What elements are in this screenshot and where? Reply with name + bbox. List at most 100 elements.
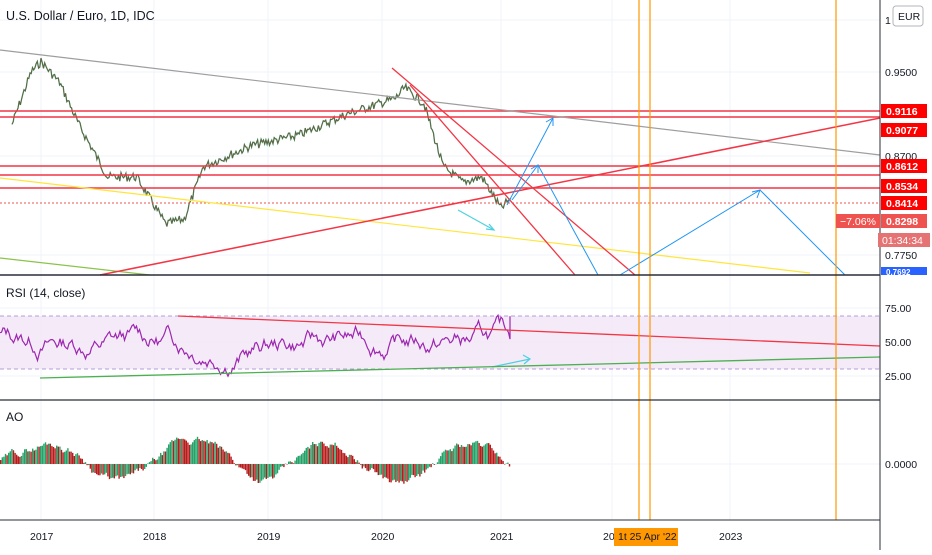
ao-bar — [456, 444, 457, 465]
ao-bar — [322, 442, 323, 464]
ao-tick-0: 0.0000 — [885, 459, 917, 471]
ao-bar — [397, 464, 398, 481]
ao-bar — [213, 443, 214, 464]
ao-bar — [434, 464, 435, 465]
ao-bar — [54, 448, 55, 464]
ao-bar — [157, 460, 158, 465]
projection-arrows — [507, 118, 845, 275]
x-tick-20: 20 — [603, 531, 615, 543]
ao-title[interactable]: AO — [6, 410, 23, 424]
ao-bar — [75, 454, 76, 464]
ao-bar — [422, 464, 423, 471]
ao-bar — [93, 464, 94, 472]
ao-bar — [155, 460, 156, 464]
ao-bar — [494, 453, 495, 464]
trendline-red-support[interactable] — [100, 118, 880, 275]
ao-bar — [485, 444, 486, 464]
ao-bar — [138, 464, 139, 471]
ao-bar — [146, 464, 147, 467]
ao-bar — [373, 464, 374, 469]
ao-bar — [19, 457, 20, 464]
ao-bar — [114, 464, 115, 478]
rsi-tick-25: 25.00 — [885, 371, 911, 383]
ao-bar — [200, 441, 201, 464]
ao-bar — [43, 444, 44, 464]
chart-title[interactable]: U.S. Dollar / Euro, 1D, IDC — [6, 9, 155, 23]
ao-bar — [395, 464, 396, 482]
projection-arrow-1[interactable] — [507, 118, 553, 205]
ao-bar — [147, 463, 148, 464]
x-tick-2021: 2021 — [490, 531, 514, 543]
ao-bar — [440, 456, 441, 464]
ao-bar — [85, 462, 86, 464]
ao-bar — [453, 449, 454, 465]
ao-bar — [254, 464, 255, 481]
ao-bar — [413, 464, 414, 475]
ao-bar — [277, 464, 278, 473]
ao-bar — [392, 464, 393, 480]
ao-bar — [50, 444, 51, 464]
trendline-gray[interactable] — [0, 50, 880, 155]
ao-bar — [384, 464, 385, 477]
ao-bar — [448, 450, 449, 464]
ao-bar — [237, 464, 238, 465]
ao-bar — [234, 463, 235, 464]
ao-bar — [35, 450, 36, 464]
ao-bar — [178, 439, 179, 465]
trendline-red-steep-1[interactable] — [392, 68, 635, 275]
ao-bar — [339, 449, 340, 464]
ao-bar — [48, 444, 49, 464]
ao-bar — [194, 440, 195, 464]
ao-bar — [216, 444, 217, 464]
rsi-title[interactable]: RSI (14, close) — [6, 286, 85, 300]
ao-bar — [61, 450, 62, 464]
ao-bar — [72, 453, 73, 464]
ao-bar — [256, 464, 257, 480]
ao-bar — [59, 447, 60, 464]
ao-bar — [320, 442, 321, 464]
ao-bar — [184, 439, 185, 464]
ao-bar — [488, 443, 489, 464]
ao-bar — [3, 457, 4, 464]
ao-bar — [504, 464, 505, 465]
ao-bar — [198, 439, 199, 464]
ao-bar — [142, 464, 143, 471]
ao-bar — [251, 464, 252, 477]
ao-bar — [222, 450, 223, 465]
trendline-yellow[interactable] — [0, 178, 810, 273]
ao-bar — [443, 451, 444, 464]
ao-bar — [472, 443, 473, 464]
ao-bar — [154, 459, 155, 464]
ao-bar — [203, 441, 204, 464]
ao-bar — [26, 449, 27, 464]
ao-bar — [243, 464, 244, 469]
ao-bar — [27, 451, 28, 464]
ao-bar — [210, 442, 211, 464]
ao-bar — [32, 449, 33, 464]
ao-bar — [491, 448, 492, 464]
ao-bar — [149, 462, 150, 464]
ao-bar — [294, 461, 295, 464]
ao-bar — [331, 445, 332, 464]
ao-bar — [430, 464, 431, 467]
ao-bar — [328, 448, 329, 464]
ao-bar — [0, 460, 1, 464]
ao-bar — [490, 445, 491, 464]
trendline-green[interactable] — [0, 258, 150, 275]
tag-08414: 0.8414 — [886, 198, 918, 210]
ao-bar — [53, 447, 54, 464]
ao-bar — [240, 464, 241, 468]
ao-bar — [88, 464, 89, 465]
x-tick-2018: 2018 — [143, 531, 167, 543]
ao-bar — [474, 442, 475, 464]
trendline-red-steep-2[interactable] — [410, 85, 575, 275]
ao-bar — [299, 456, 300, 464]
ao-bar — [416, 464, 417, 476]
ao-bar — [230, 457, 231, 464]
ao-bar — [374, 464, 375, 472]
cyan-arrow-price[interactable] — [458, 210, 494, 230]
ao-bar — [371, 464, 372, 468]
x-tick-2020: 2020 — [371, 531, 395, 543]
